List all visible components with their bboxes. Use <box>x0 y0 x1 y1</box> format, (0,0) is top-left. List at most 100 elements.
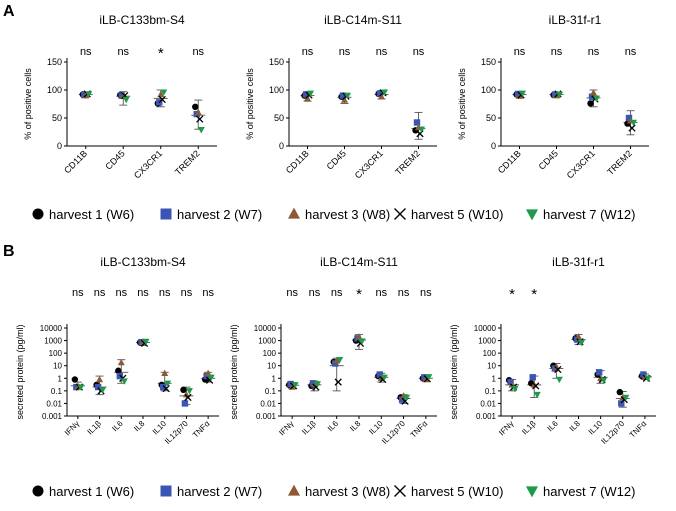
legend-item-h3: harvest 3 (W8) <box>287 484 390 499</box>
y-tick-label: 100 <box>47 85 62 95</box>
data-point-h2 <box>551 91 559 98</box>
legend-label-h1: harvest 1 (W6) <box>49 484 134 499</box>
significance-label: ns <box>286 287 298 299</box>
y-axis-label: % of positive cells <box>457 68 467 140</box>
chart-2: iLB-C14m-S11 % of positive cells 0 50 100 150… <box>245 13 437 181</box>
x-tick-label: IL1β <box>520 419 538 437</box>
data-point-h3 <box>117 358 125 366</box>
legend-item-h1: harvest 1 (W6) <box>32 207 134 222</box>
y-tick-label: 150 <box>481 57 496 67</box>
data-point-h2 <box>376 90 384 97</box>
y-tick-label: 1 <box>58 374 63 383</box>
data-point-h1 <box>616 388 623 396</box>
data-point-h2 <box>625 114 633 122</box>
data-point-h1 <box>192 103 199 111</box>
data-point-h3 <box>194 108 202 116</box>
x-tick-label: TNFα <box>191 419 212 440</box>
data-point-h7 <box>600 377 608 384</box>
data-point-h5-stroke-b <box>532 382 540 390</box>
x-tick-label: IFNγ <box>277 419 295 437</box>
data-point-h3 <box>574 333 583 340</box>
x-tick-label: CD45 <box>103 148 126 171</box>
data-point-h3 <box>303 94 312 102</box>
y-tick-label: 10000 <box>254 324 277 333</box>
legend-item-h2: harvest 2 (W7) <box>160 484 262 499</box>
legend-item-h7: harvest 7 (W12) <box>525 484 635 499</box>
legend-label-h7: harvest 7 (W12) <box>543 484 635 499</box>
data-point-h5-stroke-b <box>628 124 636 132</box>
x-tick-label: IL1β <box>300 419 318 437</box>
legend-marker-h1 <box>32 485 44 497</box>
x-tick-label: IFNγ <box>63 419 81 437</box>
y-tick-label: 0 <box>491 141 496 151</box>
chart-title: iLB-31f-r1 <box>549 13 602 27</box>
data-point-h7 <box>313 381 321 388</box>
chart-title: iLB-31f-r1 <box>552 255 605 269</box>
data-point-h7 <box>99 387 107 394</box>
significance-label: * <box>158 45 164 62</box>
y-tick-label: 10 <box>267 362 276 371</box>
data-point-h2 <box>398 396 406 403</box>
data-point-h7 <box>85 91 93 98</box>
chart-6: iLB-31f-r1 secreted protein (pg/ml) 0.001 0… <box>449 255 656 446</box>
chart-title: iLB-C14m-S11 <box>324 13 402 27</box>
legend-label-h5: harvest 5 (W10) <box>411 207 503 222</box>
data-point-h2 <box>287 380 294 388</box>
x-tick-label: CX3CR1 <box>565 148 597 180</box>
data-point-h3 <box>589 89 598 96</box>
y-tick-label: 1000 <box>44 337 62 346</box>
legend-marker-h3 <box>287 207 301 219</box>
data-point-h3 <box>161 369 169 377</box>
significance-label: ns <box>72 287 84 299</box>
y-tick-label: 100 <box>263 349 277 358</box>
y-tick-label: 10000 <box>40 324 63 333</box>
legend-marker-h7 <box>525 486 539 498</box>
charts-layer: iLB-C133bm-S4% of positive cells05010015… <box>15 13 656 446</box>
significance-label: ns <box>117 46 129 58</box>
legend-marker-h1 <box>32 208 44 220</box>
significance-label: ns <box>588 46 600 58</box>
data-point-h5-stroke-b <box>158 95 166 104</box>
data-point-h7 <box>142 338 150 346</box>
data-point-h7 <box>518 90 527 98</box>
legend-item-h1: harvest 1 (W6) <box>32 484 134 499</box>
data-point-h7 <box>403 394 411 402</box>
legend-label-h2: harvest 2 (W7) <box>177 207 262 222</box>
y-tick-label: 0.1 <box>265 387 277 396</box>
data-point-h7 <box>358 338 366 345</box>
data-point-h7 <box>77 384 85 391</box>
significance-label: * <box>509 286 515 303</box>
data-point-h3 <box>355 333 363 340</box>
data-point-h2 <box>160 383 167 391</box>
x-tick-label: CD11B <box>62 148 89 175</box>
data-point-h2 <box>618 400 625 407</box>
data-point-h2 <box>507 378 514 386</box>
data-point-h2 <box>595 369 603 376</box>
legend-marker-h5 <box>394 208 406 220</box>
legend-item-h5: harvest 5 (W10) <box>394 484 503 499</box>
y-axis-label: % of positive cells <box>23 68 33 140</box>
data-point-h7 <box>164 380 172 387</box>
data-point-h2 <box>332 360 339 367</box>
x-tick-label: IL12p70 <box>163 419 190 446</box>
data-point-h7 <box>185 388 193 395</box>
y-tick-label: 1000 <box>258 337 276 346</box>
significance-label: ns <box>339 46 351 58</box>
significance-label: ns <box>159 287 171 299</box>
data-point-h5 <box>532 382 540 390</box>
y-tick-label: 0.001 <box>476 412 497 421</box>
data-point-h1 <box>115 367 122 374</box>
x-tick-label: CD11B <box>284 148 311 175</box>
x-tick-label: TREM2 <box>605 148 634 177</box>
y-axis-label: secreted protein (pg/ml) <box>229 324 239 419</box>
legend-label-h5: harvest 5 (W10) <box>411 484 503 499</box>
y-tick-label: 0.001 <box>256 412 277 421</box>
data-point-h2 <box>339 92 347 99</box>
chart-4: iLB-C133bm-S4 secreted protein (pg/ml) 0.0… <box>15 255 219 446</box>
data-point-h7 <box>555 91 564 99</box>
significance-label: * <box>356 286 362 303</box>
data-point-h7 <box>306 90 315 98</box>
chart-1: iLB-C133bm-S4 % of positive cells 0 50 100 15… <box>23 13 217 181</box>
data-point-h5 <box>158 95 166 104</box>
y-tick-label: 0.01 <box>260 399 276 408</box>
